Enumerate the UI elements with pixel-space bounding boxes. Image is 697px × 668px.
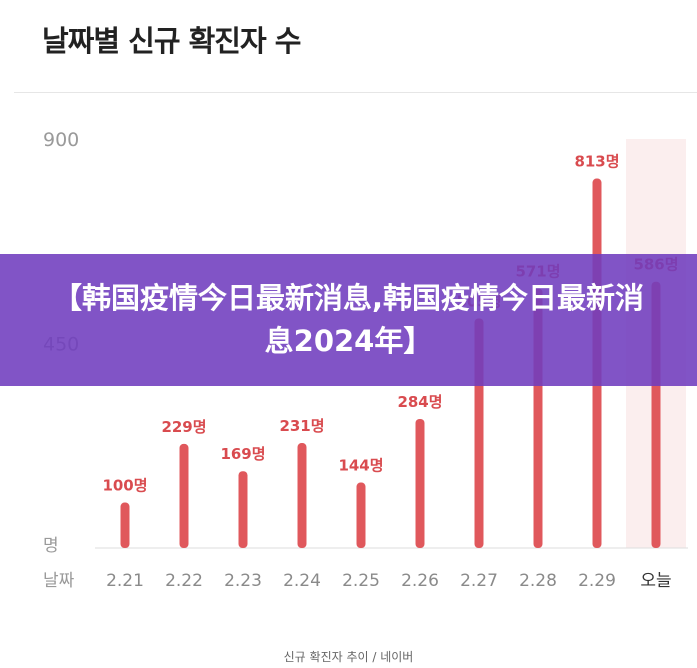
y-tick-label: 900 xyxy=(43,129,79,151)
data-label: 813명 xyxy=(574,153,619,171)
bar xyxy=(297,443,307,548)
data-label: 100명 xyxy=(102,477,147,495)
data-label: 231명 xyxy=(279,417,324,435)
bar xyxy=(179,443,189,548)
bar xyxy=(415,418,425,548)
x-tick-label: 오늘 xyxy=(640,571,671,591)
x-tick-label: 2.25 xyxy=(342,571,380,591)
x-axis-label: 날짜 xyxy=(43,571,75,591)
banner-text: 【韩国疫情今日最新消息,韩国疫情今日最新消息2024年】 xyxy=(52,281,645,358)
bar xyxy=(238,471,248,548)
x-tick-label: 2.23 xyxy=(224,571,262,591)
x-tick-label: 2.28 xyxy=(519,571,557,591)
x-tick-label: 2.29 xyxy=(578,571,616,591)
x-tick-label: 2.22 xyxy=(165,571,203,591)
data-label: 284명 xyxy=(397,393,442,411)
overlay-banner: 【韩国疫情今日最新消息,韩国疫情今日最新消息2024年】 xyxy=(0,254,697,386)
x-tick-label: 2.27 xyxy=(460,571,498,591)
bar xyxy=(120,502,130,548)
x-tick-label: 2.21 xyxy=(106,571,144,591)
x-tick-label: 2.26 xyxy=(401,571,439,591)
bar xyxy=(356,482,366,548)
chart-title: 날짜별 신규 확진자 수 xyxy=(42,24,301,58)
data-label: 169명 xyxy=(220,445,265,463)
source-caption: 신규 확진자 추이 / 네이버 xyxy=(283,650,414,664)
title-divider xyxy=(14,92,697,93)
y-axis-unit-label: 명 xyxy=(43,536,59,556)
data-label: 229명 xyxy=(161,418,206,436)
data-label: 144명 xyxy=(338,457,383,475)
x-tick-label: 2.24 xyxy=(283,571,321,591)
